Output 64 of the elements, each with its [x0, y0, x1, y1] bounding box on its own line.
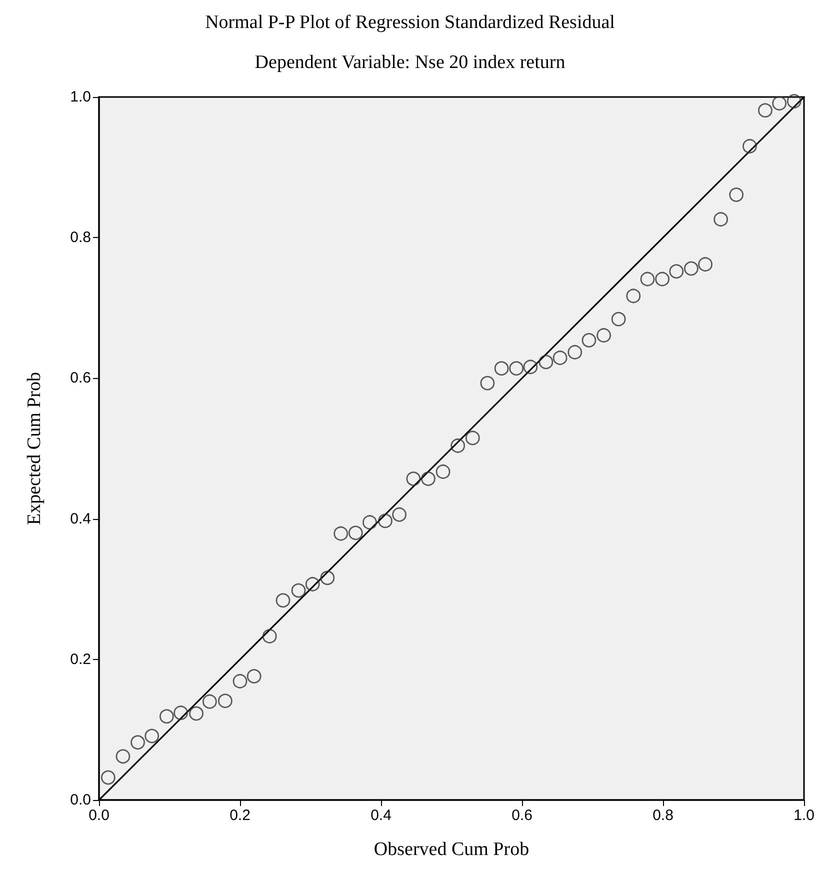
point: [494, 361, 509, 376]
point: [130, 735, 145, 750]
point: [378, 514, 392, 528]
point: [218, 694, 232, 708]
point: [714, 212, 728, 227]
point: [582, 333, 596, 348]
point: [596, 328, 611, 343]
point: [246, 669, 262, 684]
y-tick-label: 0.8: [70, 229, 91, 246]
point: [305, 576, 320, 592]
point: [421, 472, 436, 486]
point: [758, 103, 772, 118]
chart-title: Normal P-P Plot of Regression Standardized Residual: [205, 12, 615, 33]
point: [698, 257, 712, 272]
point: [538, 354, 554, 370]
chart-subtitle: Dependent Variable: Nse 20 index return: [254, 52, 566, 73]
point: [509, 361, 524, 376]
point: [144, 728, 160, 744]
x-tick-label: 0.6: [512, 807, 532, 824]
y-tick-label: 1.0: [70, 88, 91, 106]
point: [276, 593, 290, 608]
point: [729, 188, 744, 202]
point: [392, 507, 407, 522]
x-tick-label: 0.8: [652, 807, 674, 824]
point: [116, 749, 130, 764]
point: [552, 350, 568, 366]
point: [320, 570, 335, 586]
point: [174, 706, 188, 720]
point: [450, 438, 466, 453]
point: [232, 674, 248, 688]
point: [669, 264, 684, 279]
point: [772, 96, 787, 111]
y-tick-label: 0.0: [70, 792, 91, 808]
point: [523, 360, 538, 374]
point: [480, 376, 495, 390]
point: [100, 770, 116, 785]
point: [291, 583, 306, 598]
point: [406, 472, 421, 486]
point: [568, 344, 582, 360]
point: [262, 629, 277, 644]
x-tick-label: 0.0: [88, 807, 110, 824]
point: [611, 312, 626, 326]
point: [202, 694, 217, 709]
point: [655, 272, 670, 286]
point: [626, 288, 641, 304]
point: [189, 706, 204, 721]
y-axis-title: Expected Cum Prob: [24, 372, 45, 526]
y-tick-label: 0.2: [70, 650, 91, 668]
point: [159, 709, 174, 724]
x-tick-label: 1.0: [794, 807, 814, 824]
point: [334, 526, 348, 541]
point: [684, 261, 698, 276]
point: [786, 94, 802, 108]
x-tick-label: 0.2: [230, 807, 250, 824]
x-tick-label: 0.4: [370, 807, 392, 824]
point: [436, 464, 450, 479]
y-tick-label: 0.6: [70, 370, 91, 387]
x-axis-title: Observed Cum Prob: [374, 839, 530, 860]
point: [742, 139, 757, 154]
point: [640, 272, 655, 286]
point: [465, 430, 480, 446]
point: [362, 515, 377, 530]
y-tick-label: 0.4: [70, 510, 91, 528]
point: [348, 526, 363, 540]
